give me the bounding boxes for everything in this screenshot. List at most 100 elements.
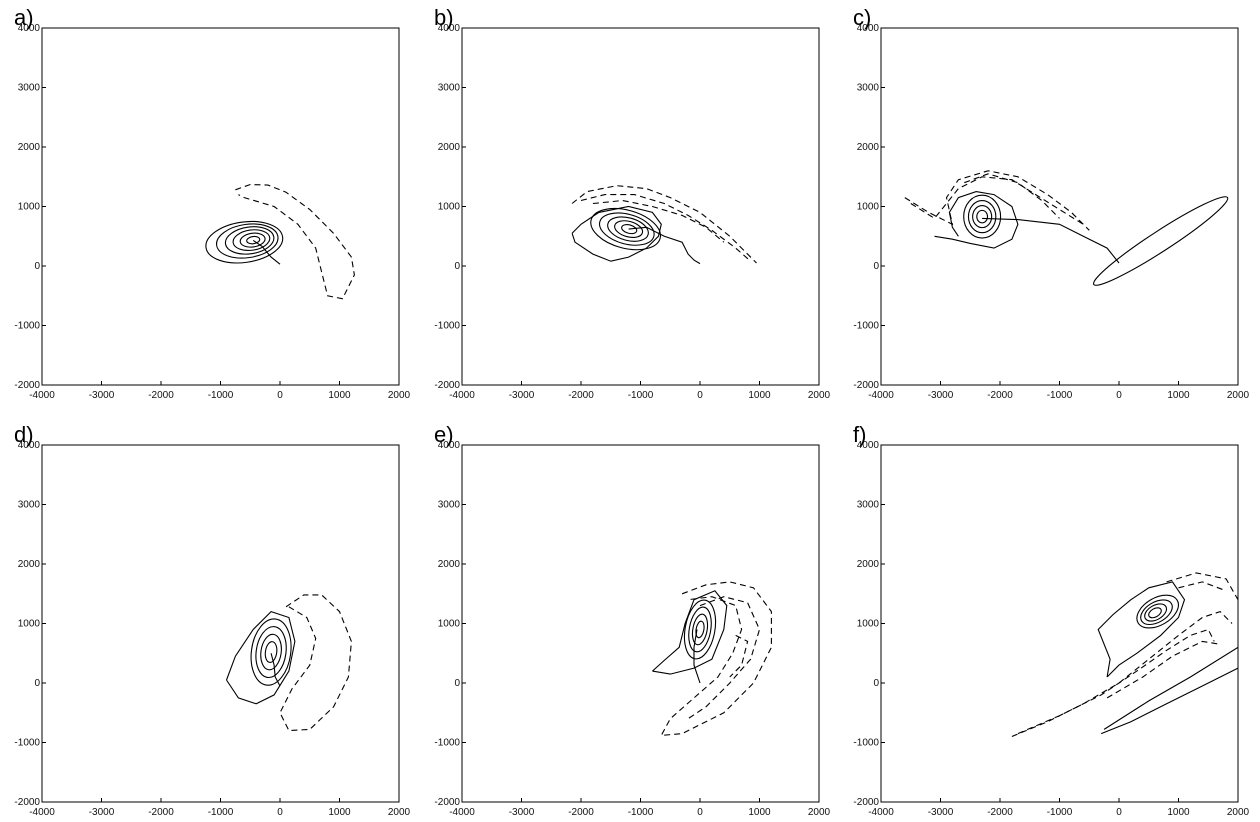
y-tick-label: -1000 [434, 738, 460, 749]
panel-label: b) [434, 5, 454, 30]
dashed-contour [910, 176, 1084, 225]
x-tick-label: -4000 [29, 390, 55, 401]
solid-contour [688, 606, 712, 653]
y-tick-label: 2000 [438, 559, 461, 570]
solid-contour [590, 207, 662, 251]
y-tick-label: -2000 [853, 380, 879, 391]
y-tick-label: 4000 [857, 23, 880, 34]
panel-label: f) [853, 422, 866, 447]
x-tick-label: -1000 [628, 390, 654, 401]
panel-label: a) [14, 5, 34, 30]
x-tick-label: 2000 [808, 390, 831, 401]
y-tick-label: 1000 [857, 619, 880, 630]
x-tick-label: -1000 [628, 807, 654, 818]
dashed-contour [235, 183, 355, 300]
x-tick-label: 2000 [388, 807, 411, 818]
dashed-contour [660, 581, 772, 737]
x-tick-label: -2000 [148, 390, 174, 401]
x-tick-label: 0 [277, 390, 283, 401]
solid-contour [250, 618, 292, 686]
y-tick-label: 3000 [438, 83, 461, 94]
y-tick-label: 4000 [18, 23, 41, 34]
x-tick-label: -3000 [928, 807, 954, 818]
x-tick-label: 0 [1116, 390, 1122, 401]
solid-contour [598, 212, 655, 246]
panel-label: c) [853, 5, 871, 30]
x-tick-label: 2000 [388, 390, 411, 401]
solid-contour [614, 220, 644, 238]
y-tick-label: 4000 [438, 23, 461, 34]
solid-contour [1097, 581, 1186, 678]
y-tick-label: 4000 [857, 440, 880, 451]
y-tick-label: 3000 [857, 500, 880, 511]
contour-group [571, 185, 757, 265]
solid-contour [652, 590, 728, 675]
solid-contour [976, 209, 989, 224]
contour-group [205, 183, 355, 300]
y-tick-label: -1000 [14, 321, 40, 332]
x-tick-label: 1000 [1167, 390, 1190, 401]
solid-contour [225, 610, 296, 705]
x-tick-label: -3000 [89, 390, 115, 401]
solid-contour [215, 223, 279, 259]
x-tick-label: -4000 [868, 390, 894, 401]
y-tick-label: 4000 [18, 440, 41, 451]
x-tick-label: -2000 [568, 390, 594, 401]
solid-contour [246, 235, 261, 245]
solid-contour [967, 200, 997, 234]
y-tick-label: -2000 [853, 797, 879, 808]
x-tick-label: 0 [697, 390, 703, 401]
plot-frame [880, 444, 1239, 803]
y-tick-label: 0 [34, 261, 40, 272]
plot-frame [461, 444, 820, 803]
x-tick-label: -2000 [568, 807, 594, 818]
chart-panel-2: -4000 -3000 -2000 -1000 0 1000 2000 -2000 -1000 0… [434, 5, 831, 401]
solid-contour [934, 191, 1019, 249]
solid-contour [224, 226, 275, 255]
x-tick-label: -1000 [1047, 390, 1073, 401]
x-tick-label: 0 [277, 807, 283, 818]
y-tick-label: 3000 [857, 83, 880, 94]
chart-panel-5: -4000 -3000 -2000 -1000 0 1000 2000 -2000 -1000 0… [434, 422, 831, 818]
solid-contour [239, 232, 266, 248]
x-tick-label: 2000 [1227, 390, 1250, 401]
x-tick-label: -4000 [868, 807, 894, 818]
solid-contour [972, 205, 993, 229]
x-tick-label: 1000 [328, 807, 351, 818]
solid-contour [255, 626, 287, 679]
solid-contour [1103, 646, 1238, 730]
solid-contour [264, 641, 278, 663]
plot-frame [461, 27, 820, 386]
y-tick-label: 3000 [18, 500, 41, 511]
dashed-contour [1166, 572, 1238, 600]
solid-contour [683, 599, 717, 660]
solid-contour [1093, 196, 1229, 286]
y-tick-label: 2000 [18, 559, 41, 570]
chart-panel-4: -4000 -3000 -2000 -1000 0 1000 2000 -2000 -1000 0… [14, 422, 411, 818]
contour-group [1011, 572, 1238, 738]
solid-contour [571, 205, 662, 262]
y-tick-label: 1000 [18, 619, 41, 630]
x-tick-label: 1000 [748, 807, 771, 818]
solid-contour [628, 226, 701, 265]
y-tick-label: -2000 [434, 380, 460, 391]
x-tick-label: -3000 [89, 807, 115, 818]
y-tick-label: 2000 [857, 559, 880, 570]
y-tick-label: 1000 [857, 202, 880, 213]
dashed-contour [1106, 640, 1221, 699]
panel-label: e) [434, 422, 454, 447]
y-tick-label: 1000 [18, 202, 41, 213]
y-tick-label: 0 [34, 678, 40, 689]
y-tick-label: 0 [454, 261, 460, 272]
x-tick-label: -1000 [208, 390, 234, 401]
chart-panel-6: -4000 -3000 -2000 -1000 0 1000 2000 -2000 -1000 0… [853, 422, 1250, 818]
dashed-contour [279, 594, 352, 732]
x-tick-label: 1000 [1167, 807, 1190, 818]
x-tick-label: -2000 [148, 807, 174, 818]
x-tick-label: -4000 [449, 807, 475, 818]
x-tick-label: -3000 [928, 390, 954, 401]
y-tick-label: -1000 [14, 738, 40, 749]
solid-contour [1144, 603, 1168, 622]
y-tick-label: -2000 [14, 380, 40, 391]
